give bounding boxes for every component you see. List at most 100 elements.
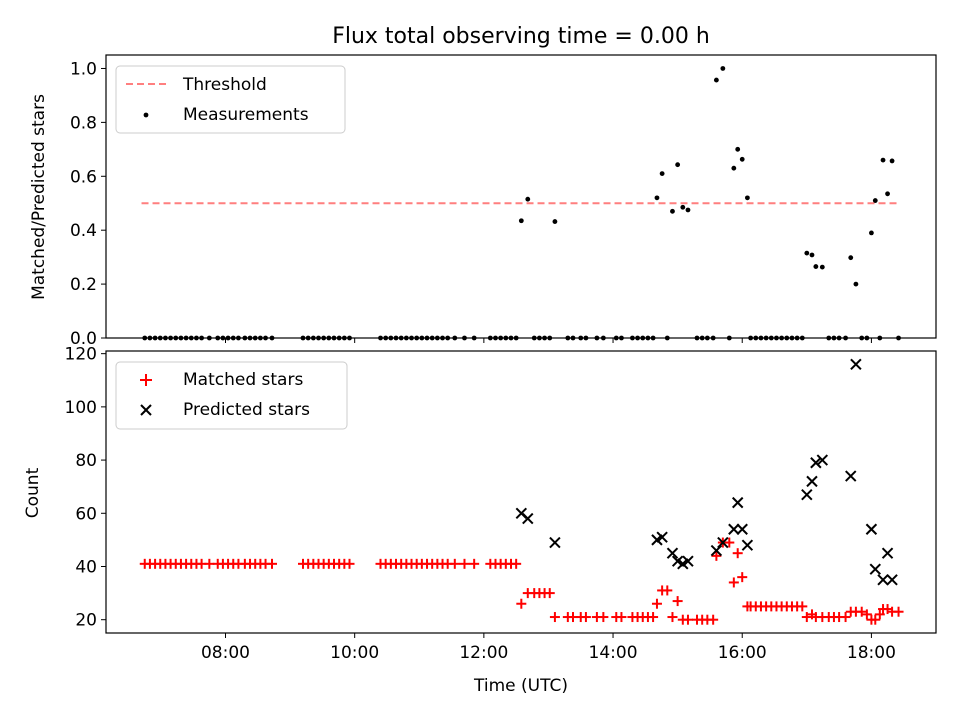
top-legend: Threshold Measurements	[115, 65, 346, 134]
matched-star-point	[549, 612, 560, 623]
y-tick-label: 100	[65, 398, 97, 418]
matched-star-point	[662, 585, 673, 596]
legend-threshold-label: Threshold	[182, 75, 267, 95]
legend-measurements-swatch	[143, 112, 149, 118]
predicted-star-point	[816, 454, 829, 466]
predicted-star-point	[728, 523, 740, 535]
matched-star-point	[449, 558, 460, 569]
predicted-star-point	[682, 555, 694, 567]
cross-b	[710, 544, 723, 557]
predicted-star-point	[845, 470, 857, 482]
predicted-star-point	[865, 523, 878, 535]
predicted-star-point	[810, 457, 822, 469]
measurement-point	[731, 165, 737, 171]
matched-star-point	[344, 558, 355, 569]
predicted-star-point	[886, 574, 898, 586]
matched-star-point	[732, 548, 743, 559]
cross-b	[671, 555, 684, 567]
bottom-ylabel: Count	[23, 467, 43, 518]
matched-star-point	[651, 598, 662, 609]
cross-b	[810, 457, 822, 469]
chart-title: Flux total observing time = 0.00 h	[332, 24, 710, 49]
bottom-xlabel: Time (UTC)	[473, 676, 568, 696]
y-tick-label: 0.2	[70, 275, 97, 295]
matched-star-point	[616, 612, 627, 623]
legend-matched-label: Matched stars	[183, 370, 303, 390]
measurement-point	[848, 255, 854, 261]
cross-b	[877, 574, 889, 586]
matched-star-point	[861, 609, 872, 620]
cross-b	[850, 358, 862, 371]
matched-star-point	[870, 614, 881, 625]
y-tick-label: 0.4	[70, 221, 97, 241]
predicted-star-point	[850, 358, 862, 371]
measurement-point	[869, 230, 874, 236]
y-tick-label: 0.0	[70, 329, 97, 349]
cross-b	[741, 539, 754, 551]
measurement-point	[525, 196, 531, 202]
bottom-axes-frame	[105, 350, 937, 634]
legend-predicted-swatch	[140, 404, 152, 416]
measurement-point	[744, 195, 750, 201]
measurement-point	[518, 218, 524, 224]
matched-star-point	[511, 558, 522, 569]
measurement-point	[552, 219, 558, 224]
cross-b	[845, 470, 857, 482]
measurement-point	[809, 252, 815, 258]
matched-star-point	[724, 537, 735, 548]
predicted-star-point	[806, 475, 818, 488]
measurement-point	[872, 198, 878, 203]
cross-b	[522, 512, 534, 525]
measurement-point	[889, 158, 895, 164]
y-tick-label: 0.8	[70, 113, 97, 133]
y-tick-label: 1.0	[70, 59, 97, 79]
cross-b	[515, 507, 528, 519]
matched-star-point	[580, 612, 591, 623]
predicted-star-point	[710, 544, 723, 557]
matched-star-point	[204, 558, 215, 569]
x-tick-label: 08:00	[201, 643, 250, 663]
cross-b	[865, 523, 878, 535]
predicted-star-point	[549, 536, 561, 549]
cross-b	[731, 496, 744, 509]
measurement-point	[819, 264, 825, 270]
predicted-star-point	[877, 574, 889, 586]
matched-star-point	[711, 550, 722, 561]
cross-b	[736, 523, 748, 535]
bottom-panel: 20 40 60 80 100 120 08:00 10:00 12:00 14:00 16:00 1…	[23, 345, 937, 696]
measurement-point	[685, 207, 691, 213]
matched-star-point	[459, 558, 470, 569]
predicted-star-point	[731, 496, 744, 509]
top-ylabel: Matched/Predicted stars	[29, 94, 49, 300]
predicted-star-point	[741, 539, 754, 551]
cross-b	[806, 475, 818, 488]
measurement-point	[885, 191, 890, 197]
x-tick-label: 16:00	[718, 643, 767, 663]
matched-star-point	[667, 612, 678, 623]
cross-b	[717, 536, 729, 549]
matched-star-point	[267, 558, 277, 569]
matched-star-point	[469, 558, 480, 569]
matched-star-point	[648, 612, 659, 623]
cross-b	[816, 454, 829, 466]
y-tick-label: 80	[75, 451, 97, 471]
cross-b	[881, 547, 894, 559]
matched-star-point	[708, 614, 719, 625]
predicted-star-point	[736, 523, 748, 535]
measurement-point	[853, 281, 859, 287]
predicted-star-point	[801, 488, 813, 501]
measurement-point	[735, 146, 741, 152]
legend-matched-swatch	[140, 374, 152, 386]
measurement-point	[720, 66, 726, 71]
top-panel: 0.0 0.2 0.4 0.6 0.8 1.0 Matched/Predicted sta…	[29, 54, 937, 349]
measurement-point	[804, 250, 810, 256]
cross-b	[728, 523, 740, 535]
top-axes-frame	[105, 54, 937, 339]
measurement-point	[739, 156, 745, 162]
legend-predicted-label: Predicted stars	[183, 400, 310, 420]
measurement-point	[670, 208, 675, 214]
y-tick-label: 0.6	[70, 167, 97, 187]
matched-star-point	[544, 588, 555, 599]
predicted-star-point	[717, 536, 729, 549]
